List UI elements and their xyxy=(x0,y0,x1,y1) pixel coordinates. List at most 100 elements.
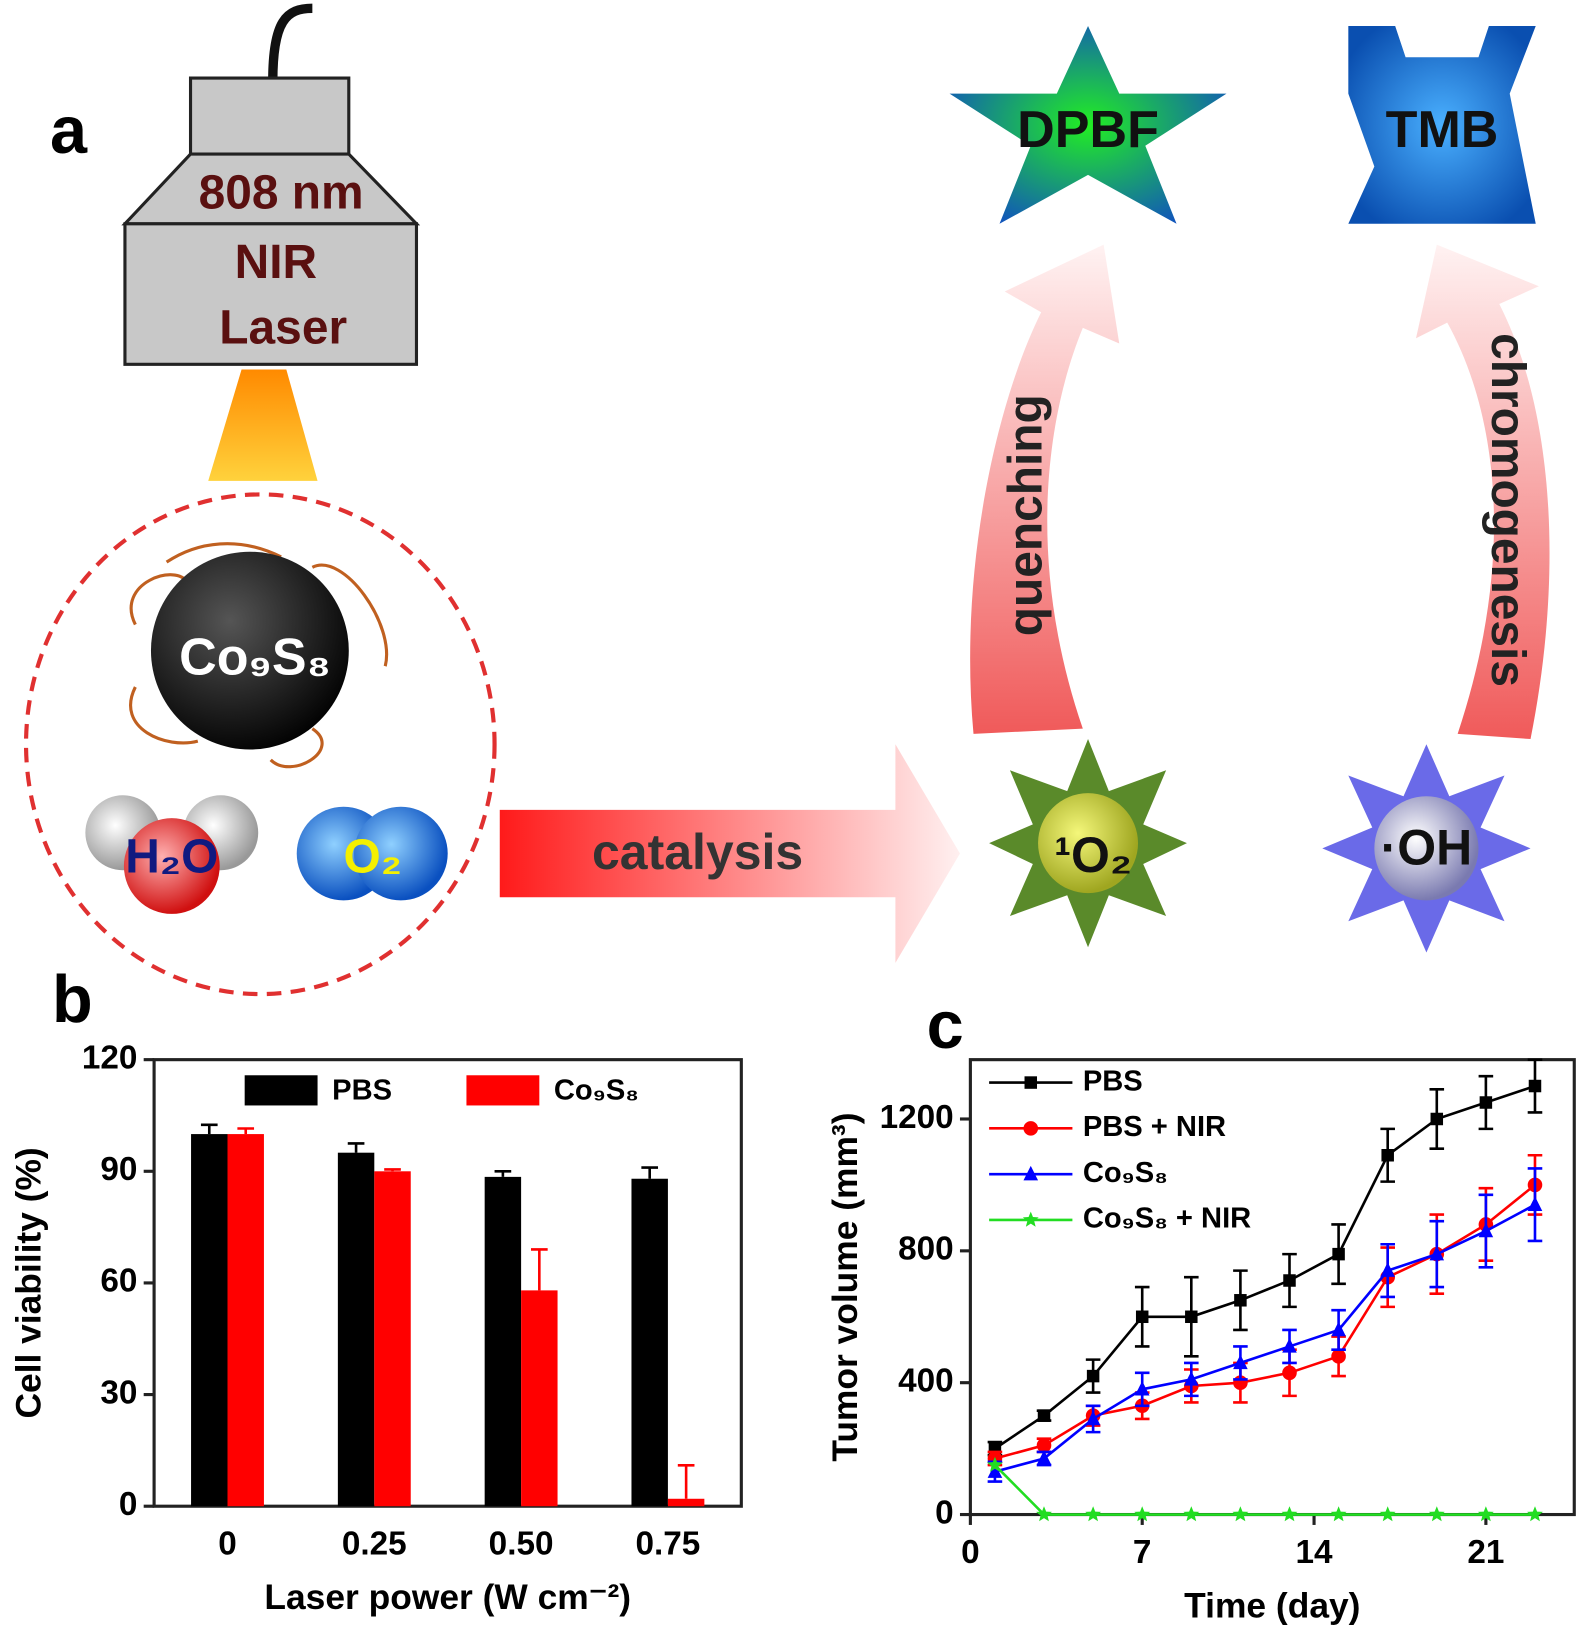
marker xyxy=(1085,1410,1101,1426)
laser-beam xyxy=(208,369,318,481)
legend-swatch xyxy=(466,1075,540,1106)
legend-label: PBS + NIR xyxy=(1083,1111,1226,1143)
chromogenesis-arrow xyxy=(1416,244,1550,740)
marker xyxy=(1134,1506,1151,1522)
y-axis-label: Tumor volume (mm³) xyxy=(826,1113,865,1462)
marker xyxy=(1331,1321,1346,1337)
probe-shape xyxy=(1348,26,1536,224)
marker xyxy=(987,1463,1003,1478)
panel-label: c xyxy=(927,989,964,1063)
legend-marker xyxy=(1024,1076,1038,1089)
legend-marker xyxy=(1023,1121,1039,1136)
marker xyxy=(1380,1262,1395,1277)
marker xyxy=(1428,1506,1445,1522)
laser-base xyxy=(123,222,419,366)
bar xyxy=(191,1134,228,1507)
x-tick-label: 21 xyxy=(1467,1534,1504,1571)
probe-shape xyxy=(949,26,1227,224)
marker xyxy=(1184,1371,1199,1386)
marker xyxy=(1527,1506,1543,1522)
marker xyxy=(1036,1506,1052,1522)
series-line xyxy=(994,1203,1536,1473)
panel-label: a xyxy=(50,94,88,168)
bar xyxy=(667,1498,705,1507)
marker xyxy=(1036,1438,1052,1453)
error-bar xyxy=(384,1168,401,1172)
marker xyxy=(1478,1222,1494,1238)
bar xyxy=(337,1152,375,1507)
quenching-arrow xyxy=(970,244,1120,734)
error-bar xyxy=(677,1463,695,1499)
marker xyxy=(1477,1506,1494,1522)
marker xyxy=(987,1456,1003,1472)
legend-label: Co₉S₈ xyxy=(1083,1157,1168,1189)
y-axis-label: Cell viability (%) xyxy=(10,1147,49,1418)
marker xyxy=(1527,1196,1543,1211)
marker xyxy=(1479,1096,1493,1109)
marker xyxy=(1281,1506,1298,1522)
bar xyxy=(484,1176,522,1507)
probe-label: TMB xyxy=(1386,101,1499,159)
error-bar xyxy=(531,1248,548,1291)
x-tick-label: 0 xyxy=(961,1534,980,1571)
y-tick-label: 400 xyxy=(898,1362,954,1399)
y-tick-label: 90 xyxy=(100,1151,137,1188)
product-label: ·OH xyxy=(1381,820,1473,876)
y-tick-label: 60 xyxy=(100,1263,137,1300)
bar xyxy=(227,1134,264,1507)
series-line xyxy=(994,1084,1536,1450)
y-tick-label: 0 xyxy=(935,1494,954,1531)
legend-swatch xyxy=(244,1075,318,1106)
reactant-label: O₂ xyxy=(343,830,402,883)
laser-cable xyxy=(268,3,313,82)
reaction-label: chromogenesis xyxy=(1481,333,1534,687)
marker xyxy=(1036,1450,1052,1465)
marker xyxy=(1085,1506,1102,1522)
bar xyxy=(374,1171,411,1507)
marker xyxy=(1331,1349,1346,1364)
error-bar xyxy=(641,1166,659,1179)
laser-label: Laser xyxy=(219,302,347,355)
y-tick-label: 120 xyxy=(82,1039,138,1076)
x-tick-label: 0.75 xyxy=(636,1526,701,1563)
x-axis-label: Time (day) xyxy=(1184,1587,1360,1626)
error-bar xyxy=(347,1142,365,1153)
bar xyxy=(521,1290,558,1507)
bar xyxy=(631,1178,668,1507)
x-tick-label: 0.50 xyxy=(489,1526,554,1563)
error-bar xyxy=(200,1123,218,1135)
series-line xyxy=(994,1183,1536,1460)
legend-marker xyxy=(1022,1211,1039,1227)
legend-label: PBS xyxy=(1083,1065,1143,1097)
y-tick-label: 800 xyxy=(898,1231,954,1268)
marker xyxy=(1282,1365,1297,1381)
o-atom xyxy=(123,818,220,914)
legend-label: Co₉S₈ xyxy=(554,1075,639,1107)
arrow-label: catalysis xyxy=(592,824,803,880)
error-bar xyxy=(237,1127,255,1135)
marker xyxy=(1330,1506,1347,1522)
product-core xyxy=(1374,796,1479,901)
nanoparticle xyxy=(150,551,349,750)
polymer-coating xyxy=(129,542,389,769)
x-tick-label: 0.25 xyxy=(342,1526,407,1563)
error-bar xyxy=(494,1169,512,1177)
marker xyxy=(1037,1409,1051,1422)
laser-label: NIR xyxy=(235,236,317,289)
y-tick-label: 30 xyxy=(100,1374,137,1411)
catalysis-arrow xyxy=(499,744,960,963)
marker xyxy=(1232,1506,1249,1522)
x-tick-label: 14 xyxy=(1296,1534,1334,1571)
y-tick-label: 1200 xyxy=(880,1099,954,1136)
reactant-label: H₂O xyxy=(125,830,218,883)
marker xyxy=(1379,1506,1396,1522)
legend-marker xyxy=(1023,1165,1039,1181)
marker xyxy=(1185,1310,1198,1324)
probe-label: DPBF xyxy=(1017,101,1159,159)
laser-label: 808 nm xyxy=(199,166,364,219)
y-tick-label: 0 xyxy=(119,1486,138,1523)
laser-head xyxy=(188,76,351,156)
marker xyxy=(1528,1079,1542,1093)
reaction-zone xyxy=(23,492,497,997)
